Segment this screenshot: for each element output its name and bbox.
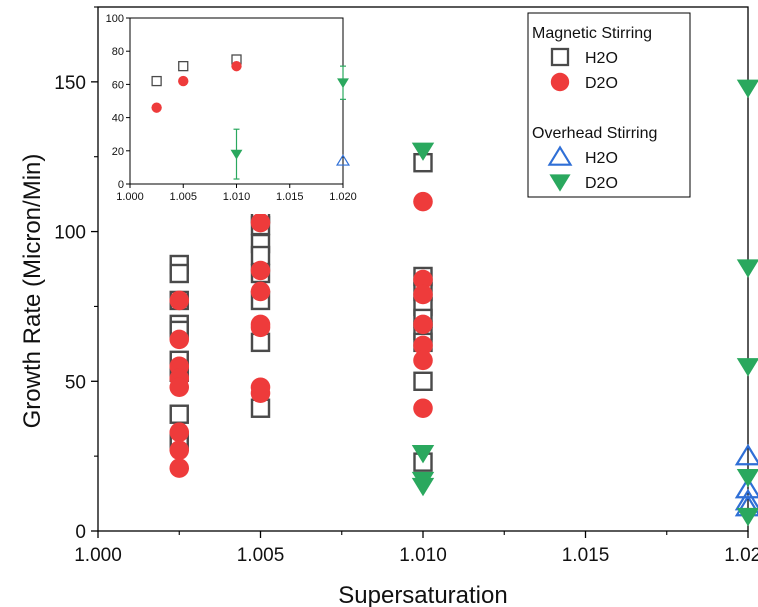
inset-data-point [178, 75, 189, 87]
data-point [736, 468, 758, 488]
data-point [169, 458, 190, 478]
data-point [411, 444, 435, 464]
data-point [413, 335, 433, 356]
data-point [169, 290, 190, 311]
legend-entry-label: D2O [585, 75, 618, 92]
inset-y-tick-label: 80 [112, 46, 124, 58]
legend-entry-label: H2O [585, 50, 618, 67]
inset-background [128, 10, 377, 214]
data-point [413, 314, 433, 335]
legend-marker [549, 174, 571, 192]
legend-marker [550, 47, 570, 67]
inset-y-tick-label: 0 [118, 179, 124, 191]
data-point [413, 371, 433, 391]
inset-data-point [178, 60, 189, 72]
inset-data-point [231, 60, 242, 72]
legend-box [527, 12, 691, 198]
inset-data-point [151, 75, 162, 87]
data-point [250, 383, 271, 404]
data-point [169, 440, 190, 460]
y-tick-label: 50 [65, 372, 86, 393]
y-tick-label: 100 [54, 223, 86, 244]
inset-data-point [335, 154, 351, 166]
x-tick-label: 1.000 [74, 545, 122, 566]
inset-x-tick-label: 1.015 [276, 191, 304, 203]
inset-data-point [337, 78, 349, 89]
data-point [413, 350, 433, 371]
inset-y-tick-label: 60 [112, 79, 124, 91]
inset-plot: 1.000 1.005 1.010 1.015 1.020 0 20 40 60 80 100 [106, 10, 377, 214]
inset-x-tick-label: 1.010 [223, 191, 251, 203]
inset-data-point [230, 149, 243, 160]
data-point [413, 398, 433, 419]
inset-data-point [151, 102, 162, 113]
data-point [736, 259, 758, 278]
x-tick-label: 1.020 [724, 545, 758, 566]
x-axis-title: Supersaturation [338, 582, 507, 607]
data-point [413, 284, 433, 305]
data-point [411, 477, 435, 497]
legend-entry-label: H2O [585, 150, 618, 167]
data-point [250, 281, 271, 302]
x-tick-label: 1.005 [237, 545, 285, 566]
data-point [411, 142, 435, 161]
data-point [250, 317, 271, 338]
y-tick-label: 150 [54, 73, 86, 94]
data-point [250, 212, 271, 233]
legend: Magnetic Stirring H2O D2O Overhead Stirring… [527, 12, 691, 198]
data-point [413, 269, 433, 290]
legend-entry-label: D2O [585, 175, 618, 192]
legend-marker [547, 145, 573, 166]
data-point [169, 422, 190, 442]
data-point [736, 507, 758, 527]
inset-y-tick-label: 20 [112, 146, 124, 158]
x-tick-label: 1.010 [399, 545, 447, 566]
main-plot: 1.000 1.005 1.010 1.015 1.020 0 50 100 150 Supers… [19, 6, 758, 607]
data-point [169, 263, 189, 284]
data-point [169, 404, 189, 424]
inset-x-tick-label: 1.000 [116, 191, 144, 203]
inset-x-tick-label: 1.005 [169, 191, 197, 203]
data-point [413, 191, 433, 212]
legend-group-title: Magnetic Stirring [532, 25, 652, 42]
legend-marker [550, 72, 570, 92]
data-point [736, 79, 758, 99]
y-tick-label: 0 [75, 522, 86, 543]
data-point [169, 329, 190, 350]
data-point [250, 260, 271, 281]
data-point [169, 377, 190, 398]
inset-y-tick-label: 100 [106, 13, 124, 25]
legend-group-title: Overhead Stirring [532, 125, 657, 142]
y-axis-title: Growth Rate (Micron/Min) [19, 154, 46, 429]
x-tick-label: 1.015 [562, 545, 610, 566]
data-point [734, 443, 758, 466]
inset-y-tick-label: 40 [112, 113, 124, 125]
inset-x-tick-label: 1.020 [329, 191, 357, 203]
data-point [736, 358, 758, 377]
